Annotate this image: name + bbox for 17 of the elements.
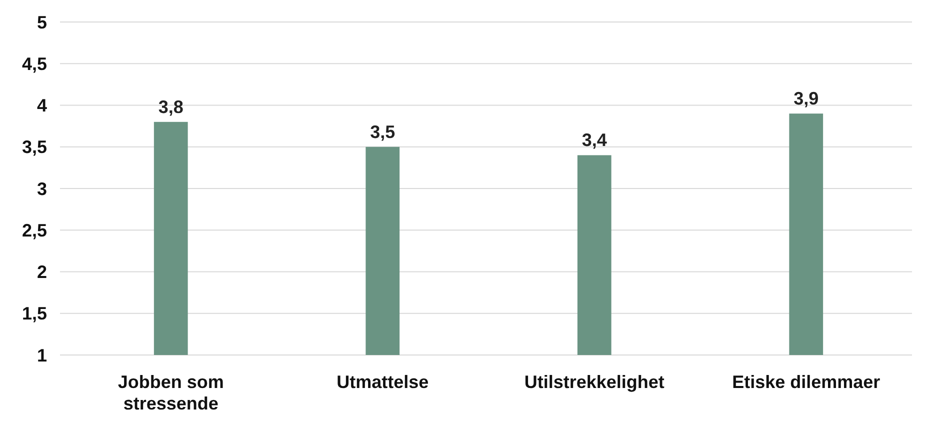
data-label: 3,9 [794, 88, 819, 109]
y-tick-label: 1,5 [22, 304, 47, 324]
x-tick-label: Jobben som stressende [118, 372, 224, 414]
x-tick-label: Utmattelse [336, 372, 429, 392]
y-tick-label: 4 [36, 96, 47, 116]
y-tick-label: 4,5 [22, 54, 47, 74]
data-label: 3,5 [370, 122, 396, 142]
x-tick-label: Etiske dilemmaer [732, 372, 880, 392]
data-label: 3,4 [582, 130, 607, 150]
x-tick-label: Utilstrekkelighet [524, 372, 664, 392]
y-tick-label: 2,5 [22, 220, 47, 240]
y-tick-label: 5 [36, 12, 47, 32]
y-tick-label: 1 [36, 345, 47, 366]
data-label: 3,8 [158, 96, 184, 117]
y-tick-label: 2 [36, 262, 47, 282]
y-tick-label: 3,5 [22, 137, 47, 158]
y-tick-label: 3 [36, 178, 47, 199]
